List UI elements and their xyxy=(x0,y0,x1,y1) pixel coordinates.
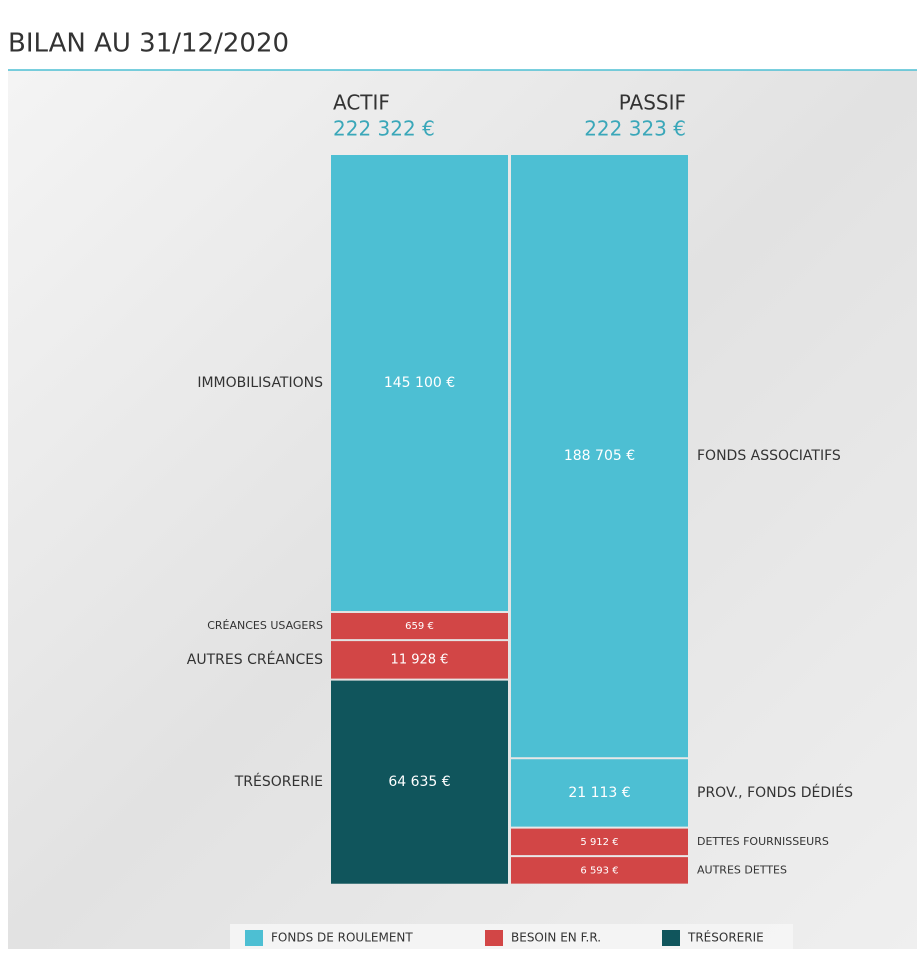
segment-label: CRÉANCES USAGERS xyxy=(207,619,323,632)
segment-value: 11 928 € xyxy=(391,652,449,667)
legend-swatch xyxy=(485,930,503,946)
segment-value: 659 € xyxy=(405,621,434,632)
legend-label: FONDS DE ROULEMENT xyxy=(271,931,413,945)
chart-title: BILAN AU 31/12/2020 xyxy=(8,29,289,59)
segment-value: 64 635 € xyxy=(388,774,450,790)
segment-value: 145 100 € xyxy=(384,375,455,391)
segment-label: PROV., FONDS DÉDIÉS xyxy=(697,784,853,801)
column-header: PASSIF xyxy=(619,91,686,115)
segment-value: 6 593 € xyxy=(580,865,618,876)
segment-label: AUTRES CRÉANCES xyxy=(187,651,323,668)
segment-label: FONDS ASSOCIATIFS xyxy=(697,448,841,464)
legend-label: BESOIN EN F.R. xyxy=(511,931,601,945)
chart: BILAN AU 31/12/2020 ACTIF222 322 € 145 10… xyxy=(0,0,917,949)
segment-value: 5 912 € xyxy=(580,837,618,848)
legend-swatch xyxy=(245,930,263,946)
segment-value: 188 705 € xyxy=(564,448,635,464)
column-total: 222 322 € xyxy=(333,117,435,141)
segment-label: DETTES FOURNISSEURS xyxy=(697,835,829,848)
legend-label: TRÉSORERIE xyxy=(687,930,764,945)
segment-value: 21 113 € xyxy=(568,785,630,801)
legend-swatch xyxy=(662,930,680,946)
column-header: ACTIF xyxy=(333,91,390,115)
segment-label: IMMOBILISATIONS xyxy=(197,375,323,391)
column-total: 222 323 € xyxy=(584,117,686,141)
segment-label: TRÉSORERIE xyxy=(234,773,323,790)
segment-label: AUTRES DETTES xyxy=(697,863,787,876)
